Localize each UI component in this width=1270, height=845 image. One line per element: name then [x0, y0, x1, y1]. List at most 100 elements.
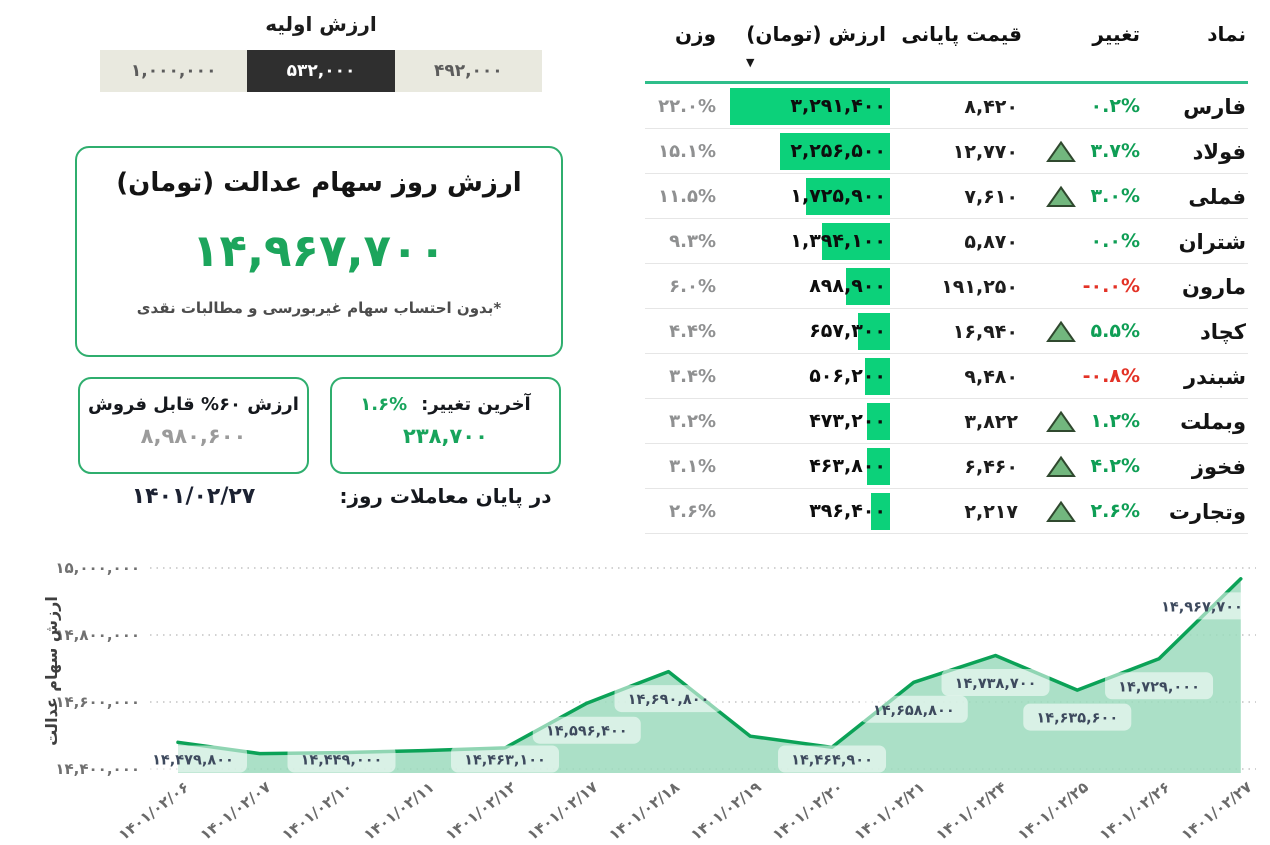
close-price: ۳,۸۲۲	[964, 410, 1018, 433]
initial-value-segment-selected[interactable]: ۵۳۲,۰۰۰	[247, 50, 395, 92]
value-cell: ۱,۳۹۴,۱۰۰	[730, 219, 890, 264]
table-row[interactable]: فخوز ۴.۲% ۶,۴۶۰ ۴۶۳,۸۰۰ ۳.۱%	[645, 444, 1248, 489]
weight-label: ۲۲.۰%	[658, 96, 716, 117]
initial-value-segment[interactable]: ۴۹۲,۰۰۰	[394, 50, 542, 92]
arrow-up-icon	[1046, 500, 1076, 523]
weight-label: ۲.۶%	[669, 501, 716, 522]
weight-label: ۳.۲%	[669, 411, 716, 432]
value-bar	[867, 448, 890, 485]
svg-text:۱۴۰۱/۰۲/۰۷: ۱۴۰۱/۰۲/۰۷	[197, 778, 274, 844]
change-percent: ۲.۶%	[1090, 500, 1140, 522]
change-percent: ۵.۵%	[1090, 320, 1140, 342]
header-value-sortable[interactable]: ارزش (تومان) ▼	[746, 22, 886, 69]
value-label: ۸۹۸,۹۰۰	[809, 275, 886, 297]
weight-label: ۱۱.۵%	[658, 186, 716, 207]
table-body: فارس ۰.۲% ۸,۴۲۰ ۳,۲۹۱,۴۰۰ ۲۲.۰% فولاد ۳.…	[645, 84, 1248, 534]
symbol-label[interactable]: فولاد	[1192, 139, 1246, 164]
value-label: ۱,۳۹۴,۱۰۰	[790, 230, 886, 252]
svg-text:۱۴,۹۶۷,۷۰۰: ۱۴,۹۶۷,۷۰۰	[1161, 599, 1243, 615]
value-history-chart: ۱۵,۰۰۰,۰۰۰ ۱۴,۸۰۰,۰۰۰ ۱۴,۶۰۰,۰۰۰ ۱۴,۴۰۰,۰۰۰…	[0, 545, 1270, 845]
close-price: ۸,۴۲۰	[964, 95, 1018, 118]
svg-text:۱۴,۸۰۰,۰۰۰: ۱۴,۸۰۰,۰۰۰	[55, 626, 140, 644]
svg-text:۱۴۰۱/۰۲/۱۰: ۱۴۰۱/۰۲/۱۰	[279, 778, 356, 844]
header-weight: وزن	[674, 22, 716, 46]
svg-text:۱۴۰۱/۰۲/۱۱: ۱۴۰۱/۰۲/۱۱	[360, 778, 437, 844]
svg-text:۱۴۰۱/۰۲/۱۹: ۱۴۰۱/۰۲/۱۹	[687, 778, 764, 844]
value-bar	[870, 493, 890, 530]
svg-text:۱۴۰۱/۰۲/۱۷: ۱۴۰۱/۰۲/۱۷	[524, 778, 601, 844]
arrow-up-icon	[1046, 455, 1076, 478]
svg-text:۱۴,۵۹۶,۴۰۰: ۱۴,۵۹۶,۴۰۰	[546, 724, 628, 740]
symbol-label[interactable]: وبملت	[1180, 409, 1246, 434]
change-cell: ۳.۰%	[1022, 174, 1160, 219]
table-row[interactable]: شتران ۰.۰% ۵,۸۷۰ ۱,۳۹۴,۱۰۰ ۹.۳%	[645, 219, 1248, 264]
change-percent: ۳.۰%	[1090, 185, 1140, 207]
change-percent: ۴.۲%	[1090, 455, 1140, 477]
table-row[interactable]: کچاد ۵.۵% ۱۶,۹۴۰ ۶۵۷,۳۰۰ ۴.۴%	[645, 309, 1248, 354]
value-cell: ۵۰۶,۲۰۰	[730, 354, 890, 399]
symbol-label[interactable]: شتران	[1178, 229, 1246, 254]
value-bar	[866, 403, 890, 440]
table-row[interactable]: فارس ۰.۲% ۸,۴۲۰ ۳,۲۹۱,۴۰۰ ۲۲.۰%	[645, 84, 1248, 129]
symbol-label[interactable]: فارس	[1183, 94, 1246, 119]
table-row[interactable]: مارون -۰.۰% ۱۹۱,۲۵۰ ۸۹۸,۹۰۰ ۶.۰%	[645, 264, 1248, 309]
day-value-amount: ۱۴,۹۶۷,۷۰۰	[192, 224, 446, 277]
table-row[interactable]: شبندر -۰.۸% ۹,۴۸۰ ۵۰۶,۲۰۰ ۳.۴%	[645, 354, 1248, 399]
header-symbol: نماد	[1207, 22, 1246, 46]
change-cell: ۰.۲%	[1022, 84, 1160, 129]
svg-text:۱۴,۶۰۰,۰۰۰: ۱۴,۶۰۰,۰۰۰	[55, 693, 140, 711]
day-value-footnote: *بدون احتساب سهام غیربورسی و مطالبات نقد…	[136, 299, 502, 317]
day-value-title: ارزش روز سهام عدالت (تومان)	[116, 168, 522, 198]
close-price: ۶,۴۶۰	[964, 455, 1018, 478]
value-bar	[730, 88, 890, 125]
area-chart-svg: ۱۵,۰۰۰,۰۰۰ ۱۴,۸۰۰,۰۰۰ ۱۴,۶۰۰,۰۰۰ ۱۴,۴۰۰,۰۰۰…	[42, 559, 1256, 844]
table-row[interactable]: فملی ۳.۰% ۷,۶۱۰ ۱,۷۲۵,۹۰۰ ۱۱.۵%	[645, 174, 1248, 219]
sellable-value-box: ارزش ۶۰% قابل فروش ۸,۹۸۰,۶۰۰	[78, 377, 309, 474]
value-bar	[858, 313, 890, 350]
value-label: ۲,۲۵۶,۵۰۰	[790, 140, 886, 162]
weight-label: ۳.۴%	[669, 366, 716, 387]
svg-text:۱۴۰۱/۰۲/۰۶: ۱۴۰۱/۰۲/۰۶	[115, 778, 192, 844]
table-row[interactable]: وبملت ۱.۲% ۳,۸۲۲ ۴۷۳,۲۰۰ ۳.۲%	[645, 399, 1248, 444]
svg-text:۱۴۰۱/۰۲/۲۷: ۱۴۰۱/۰۲/۲۷	[1178, 778, 1255, 844]
initial-value-title: ارزش اولیه	[265, 12, 377, 36]
table-row[interactable]: فولاد ۳.۷% ۱۲,۷۷۰ ۲,۲۵۶,۵۰۰ ۱۵.۱%	[645, 129, 1248, 174]
change-percent: ۰.۰%	[1090, 230, 1140, 252]
close-price: ۱۶,۹۴۰	[952, 320, 1018, 343]
sellable-value-amount: ۸,۹۸۰,۶۰۰	[140, 424, 247, 448]
change-cell: ۱.۲%	[1022, 399, 1160, 444]
value-cell: ۳۹۶,۴۰۰	[730, 489, 890, 534]
header-close-price: قیمت پایانی	[901, 22, 1022, 46]
value-cell: ۳,۲۹۱,۴۰۰	[730, 84, 890, 129]
symbol-label[interactable]: شبندر	[1183, 364, 1246, 389]
value-label: ۱,۷۲۵,۹۰۰	[790, 185, 886, 207]
value-cell: ۶۵۷,۳۰۰	[730, 309, 890, 354]
svg-text:۱۴,۶۹۰,۸۰۰: ۱۴,۶۹۰,۸۰۰	[628, 692, 710, 708]
table-row[interactable]: وتجارت ۲.۶% ۲,۲۱۷ ۳۹۶,۴۰۰ ۲.۶%	[645, 489, 1248, 534]
close-price: ۱۲,۷۷۰	[952, 140, 1018, 163]
initial-value-segment[interactable]: ۱,۰۰۰,۰۰۰	[100, 50, 248, 92]
change-percent: -۰.۰%	[1082, 275, 1140, 297]
change-percent: ۰.۲%	[1090, 95, 1140, 117]
sort-descending-icon: ▼	[746, 56, 755, 69]
report-date: ۱۴۰۱/۰۲/۲۷	[131, 484, 256, 509]
symbol-label[interactable]: مارون	[1182, 274, 1246, 299]
change-cell: ۰.۰%	[1022, 219, 1160, 264]
value-cell: ۸۹۸,۹۰۰	[730, 264, 890, 309]
symbol-label[interactable]: کچاد	[1199, 319, 1246, 344]
last-change-label: آخرین تغییر:	[421, 394, 531, 415]
svg-text:۱۴,۷۳۸,۷۰۰: ۱۴,۷۳۸,۷۰۰	[955, 676, 1037, 692]
value-cell: ۴۷۳,۲۰۰	[730, 399, 890, 444]
arrow-up-icon	[1046, 140, 1076, 163]
change-cell: ۵.۵%	[1022, 309, 1160, 354]
value-bar	[865, 358, 890, 395]
symbol-label[interactable]: وتجارت	[1168, 499, 1246, 524]
symbol-label[interactable]: فخوز	[1191, 454, 1246, 479]
weight-label: ۳.۱%	[669, 456, 716, 477]
symbol-label[interactable]: فملی	[1188, 184, 1246, 209]
svg-text:۱۴,۷۲۹,۰۰۰: ۱۴,۷۲۹,۰۰۰	[1118, 679, 1200, 695]
weight-label: ۴.۴%	[669, 321, 716, 342]
close-price: ۹,۴۸۰	[964, 365, 1018, 388]
value-label: ۶۵۷,۳۰۰	[809, 320, 886, 342]
